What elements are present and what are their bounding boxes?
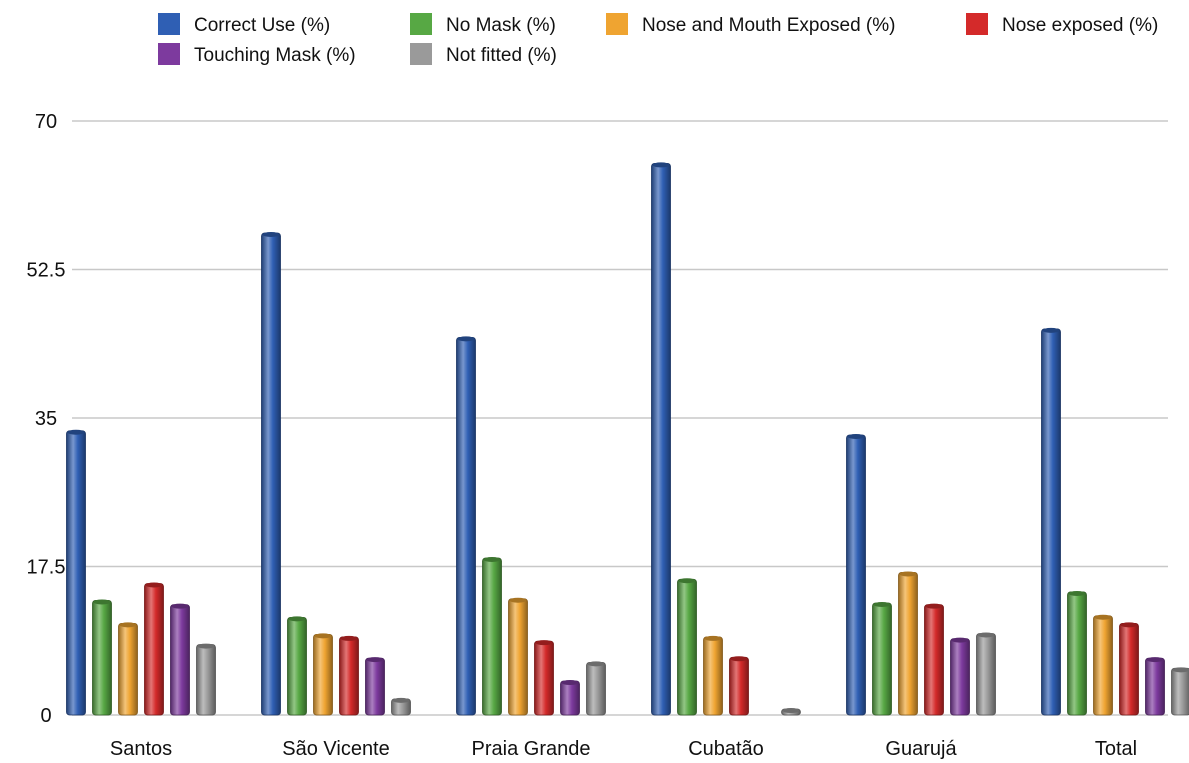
bar <box>313 633 333 716</box>
bar <box>534 640 554 716</box>
bar <box>651 163 671 716</box>
legend-label: Correct Use (%) <box>194 15 330 36</box>
x-tick-label: Total <box>1095 738 1137 760</box>
bar <box>456 336 476 716</box>
bar-cap <box>925 603 943 609</box>
bar-cap <box>509 597 527 603</box>
bar <box>482 557 502 716</box>
bar-cap <box>314 633 332 639</box>
bar <box>976 633 996 716</box>
bar-cap <box>1120 622 1138 628</box>
y-tick-label: 17.5 <box>27 557 66 579</box>
bar-cap <box>873 601 891 607</box>
x-tick-label: São Vicente <box>282 738 390 760</box>
bar-cap <box>197 643 215 649</box>
bar <box>508 598 528 716</box>
bar-cap <box>483 557 501 563</box>
legend-swatch <box>410 43 432 65</box>
x-axis: Santos São Vicente Praia Grande Cubatão Guar… <box>110 738 1137 760</box>
bar-cap <box>288 616 306 622</box>
bar-cap <box>535 640 553 646</box>
bar-cap <box>587 661 605 667</box>
bar <box>365 657 385 716</box>
x-tick-label: Santos <box>110 738 172 760</box>
bar <box>1041 328 1061 716</box>
bar-cap <box>262 232 280 238</box>
bar <box>924 604 944 716</box>
bar-cap <box>340 635 358 641</box>
bar <box>261 232 281 716</box>
bar <box>1119 622 1139 716</box>
y-tick-label: 35 <box>35 408 57 430</box>
bar-cap <box>678 578 696 584</box>
bar-cap <box>1172 667 1189 673</box>
legend-swatch <box>158 13 180 35</box>
gridlines <box>72 120 1168 716</box>
bar <box>339 636 359 716</box>
x-tick-label: Guarujá <box>885 738 957 760</box>
legend-swatch <box>606 13 628 35</box>
bars <box>66 162 1189 716</box>
bar <box>560 680 580 716</box>
x-tick-label: Praia Grande <box>472 738 591 760</box>
bar-cap <box>847 433 865 439</box>
bar <box>1171 667 1189 716</box>
bar-cap <box>145 582 163 588</box>
bar <box>1067 591 1087 716</box>
bar <box>287 617 307 716</box>
bar <box>677 578 697 716</box>
bar <box>898 572 918 716</box>
bar-cap <box>899 571 917 577</box>
bar <box>729 656 749 716</box>
bar <box>144 583 164 716</box>
legend: Correct Use (%) No Mask (%) Nose and Mouth… <box>158 13 1158 66</box>
y-tick-label: 70 <box>35 111 57 133</box>
bar <box>66 430 86 716</box>
bar-cap <box>457 336 475 342</box>
x-tick-label: Cubatão <box>688 738 764 760</box>
bar-cap <box>366 657 384 663</box>
bar-cap <box>1068 590 1086 596</box>
bar-cap <box>67 429 85 435</box>
bar <box>170 604 190 716</box>
bar <box>1093 615 1113 716</box>
bar <box>1145 657 1165 716</box>
legend-swatch <box>966 13 988 35</box>
bar <box>196 644 216 716</box>
bar <box>92 600 112 716</box>
bar <box>872 602 892 716</box>
bar-cap <box>93 599 111 605</box>
legend-label: No Mask (%) <box>446 15 556 36</box>
bar-cap <box>1094 614 1112 620</box>
legend-label: Nose exposed (%) <box>1002 15 1158 36</box>
legend-label: Touching Mask (%) <box>194 45 356 66</box>
bar <box>118 622 138 716</box>
bar-cap <box>977 632 995 638</box>
bar-cap <box>652 162 670 168</box>
bar <box>846 434 866 716</box>
bar <box>950 638 970 716</box>
bar <box>703 636 723 716</box>
legend-swatch <box>410 13 432 35</box>
bar-cap <box>561 680 579 686</box>
legend-label: Nose and Mouth Exposed (%) <box>642 15 895 36</box>
bar-cap <box>1042 327 1060 333</box>
bar-cap <box>951 637 969 643</box>
y-tick-label: 52.5 <box>27 260 66 282</box>
bar-cap <box>730 656 748 662</box>
bar <box>586 661 606 716</box>
bar-cap <box>704 635 722 641</box>
y-tick-label: 0 <box>40 705 51 727</box>
legend-label: Not fitted (%) <box>446 45 557 66</box>
y-axis: 0 17.5 35 52.5 70 <box>27 111 66 727</box>
bar-cap <box>1146 657 1164 663</box>
bar-cap <box>119 622 137 628</box>
bar-cap <box>171 603 189 609</box>
bar-cap <box>782 708 800 714</box>
legend-swatch <box>158 43 180 65</box>
bar-cap <box>392 697 410 703</box>
